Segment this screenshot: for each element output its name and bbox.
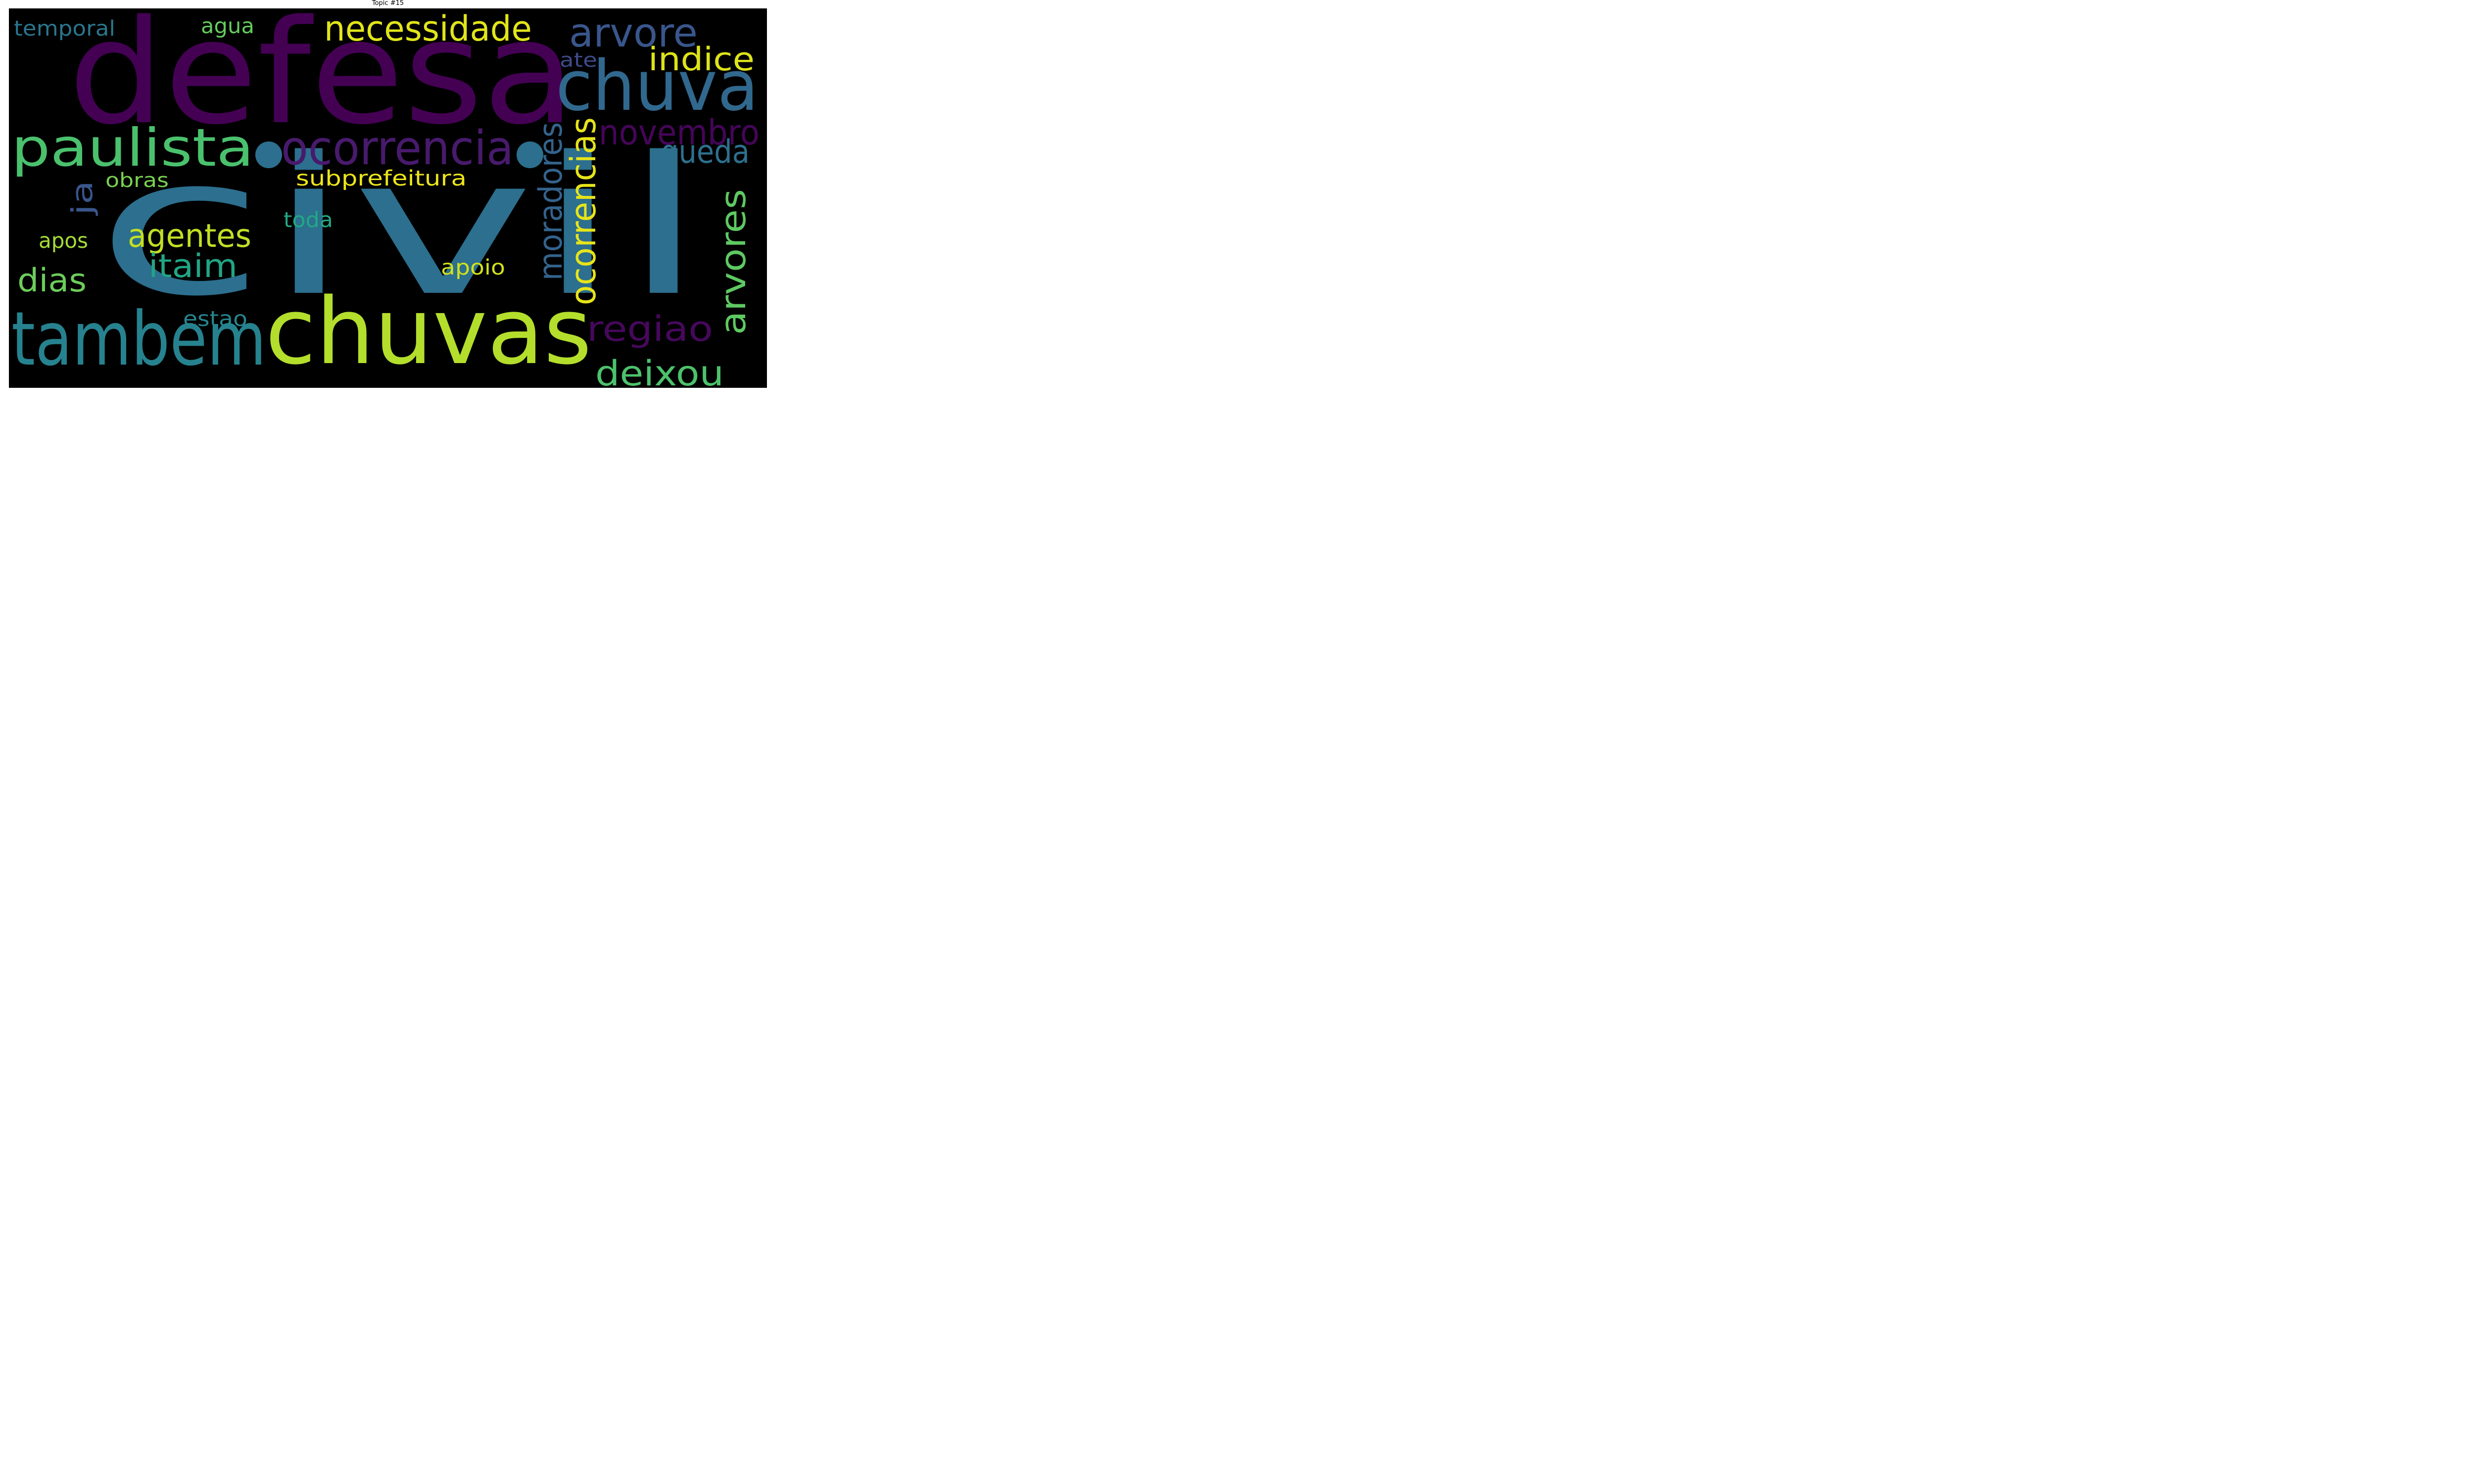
word-necessidade: necessidade bbox=[324, 8, 532, 49]
word-obras: obras bbox=[105, 169, 169, 192]
word-moradores: moradores bbox=[532, 122, 570, 280]
word-apoio: apoio bbox=[441, 255, 505, 280]
word-agentes: agentes bbox=[128, 218, 251, 255]
word-arvores: arvores bbox=[713, 189, 754, 335]
word-deixou: deixou bbox=[595, 353, 724, 388]
wordcloud-figure: Topic #15 civil defesa chuvas tambem chuva pa… bbox=[0, 0, 776, 388]
word-ja: ja bbox=[65, 181, 99, 217]
word-temporal: temporal bbox=[14, 16, 115, 41]
word-dias: dias bbox=[17, 262, 87, 299]
word-indice: indice bbox=[648, 41, 755, 78]
word-subprefeitura: subprefeitura bbox=[296, 166, 467, 191]
word-itaim: itaim bbox=[148, 248, 238, 285]
word-civil: civil bbox=[95, 116, 707, 338]
word-novembro: novembro bbox=[599, 112, 760, 153]
word-apos: apos bbox=[39, 229, 88, 253]
word-estao: estao bbox=[183, 307, 247, 331]
word-civil-dot-2 bbox=[517, 141, 543, 168]
word-regiao: regiao bbox=[587, 309, 713, 349]
word-arvore: arvore bbox=[569, 10, 698, 56]
word-queda: queda bbox=[661, 134, 750, 171]
word-chuvas: chuvas bbox=[265, 278, 592, 385]
wordcloud-canvas: civil defesa chuvas tambem chuva paulista ocor… bbox=[9, 8, 767, 388]
word-defesa: defesa bbox=[68, 8, 575, 156]
word-chuva: chuva bbox=[556, 46, 759, 127]
word-ocorrencia: ocorrencia bbox=[281, 121, 514, 176]
word-civil-dot-1 bbox=[255, 141, 282, 168]
word-paulista: paulista bbox=[11, 118, 254, 178]
word-ocorrencias: ocorrencias bbox=[563, 117, 604, 305]
word-agua: agua bbox=[201, 14, 254, 39]
word-tambem: tambem bbox=[11, 296, 266, 382]
figure-title: Topic #15 bbox=[372, 0, 404, 7]
word-ate: ate bbox=[560, 49, 597, 72]
word-toda: toda bbox=[284, 208, 333, 232]
